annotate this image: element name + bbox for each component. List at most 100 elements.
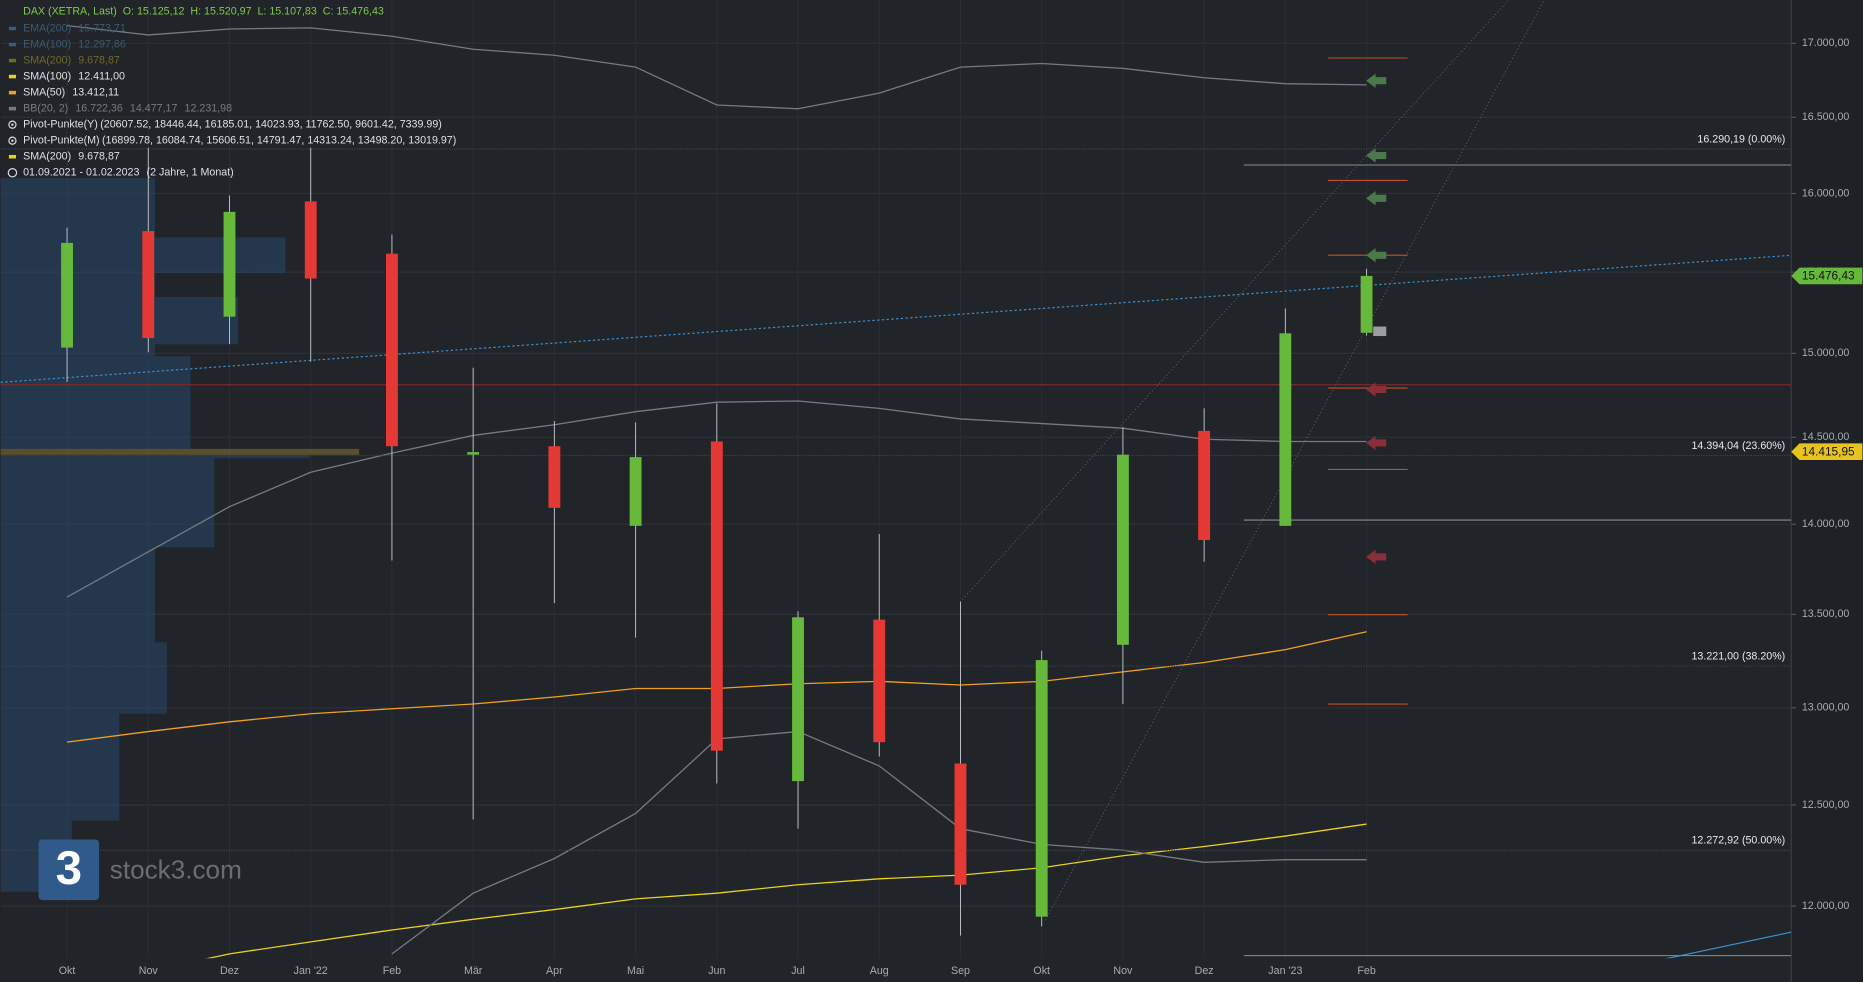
date-range: 01.09.2021 - 01.02.2023: [23, 167, 139, 179]
x-tick-label: Jan '23: [1268, 965, 1302, 977]
legend-text: SMA(50): [23, 86, 65, 98]
candle-body: [1360, 275, 1373, 333]
candle-body: [61, 242, 73, 348]
legend-swatch: [8, 106, 16, 111]
x-tick-label: Dez: [1195, 965, 1214, 977]
legend-icon: [11, 139, 14, 142]
drawings: [0, 0, 1792, 959]
legend-text: (20607.52, 18446.44, 16185.01, 14023.93,…: [100, 119, 442, 131]
watermark-text: stock3.com: [110, 854, 242, 884]
logo: 3: [56, 842, 82, 895]
x-tick-label: Sep: [951, 965, 970, 977]
x-tick-label: Jan '22: [294, 965, 328, 977]
x-tick-label: Okt: [1033, 965, 1050, 977]
axis-background: [1791, 0, 1863, 982]
x-tick-label: Mär: [464, 965, 483, 977]
legend-swatch: [8, 26, 16, 31]
legend-swatch: [8, 154, 16, 159]
y-tick-label: 16.500,00: [1802, 111, 1850, 123]
legend-text: Pivot-Punkte(M): [23, 135, 100, 147]
legend-icon: [7, 168, 18, 178]
legend-text: (16899.78, 16084.74, 15606.51, 14791.47,…: [102, 135, 456, 147]
fib-label: 14.394,04 (23.60%): [1692, 440, 1786, 452]
candle-body: [710, 441, 723, 751]
y-tick-label: 12.500,00: [1802, 799, 1850, 811]
fib-label: 12.272,92 (50.00%): [1692, 835, 1786, 847]
x-tick-label: Nov: [1113, 965, 1133, 977]
legend-swatch: [8, 58, 16, 63]
y-tick-label: 12.000,00: [1802, 900, 1850, 912]
trend-line: [1665, 931, 1792, 959]
y-tick-label: 13.500,00: [1802, 608, 1850, 620]
candle-body: [223, 211, 236, 317]
indicator-line: [66, 400, 1367, 598]
legend-text: BB(20, 2): [23, 102, 68, 114]
ohlc-label: C: 15.476,43: [323, 6, 384, 18]
legend-text: 9.678,87: [78, 151, 120, 163]
legend-text: EMA(200): [23, 22, 71, 34]
x-tick-label: Apr: [546, 965, 563, 977]
legend-text: 16.722,36: [75, 102, 123, 114]
fib-label: 16.290,19 (0.00%): [1697, 133, 1785, 145]
channel-line: [959, 0, 1509, 603]
candle-body: [142, 231, 155, 339]
legend-text: 15.773,71: [78, 22, 126, 34]
legend-text: 12.297,86: [78, 38, 126, 50]
legend-text: SMA(200): [23, 54, 71, 66]
y-tick-label: 17.000,00: [1802, 37, 1850, 49]
legend-text: 13.412,11: [72, 86, 119, 98]
legend-swatch: [8, 42, 16, 47]
candle-body: [548, 446, 561, 508]
legend-text: EMA(100): [23, 38, 71, 50]
y-tick-label: 14.500,00: [1802, 431, 1850, 443]
indicator-line: [205, 823, 1367, 959]
fib-label: 13.221,00 (38.20%): [1692, 650, 1786, 662]
x-tick-label: Jul: [791, 965, 805, 977]
price-tag: [1791, 267, 1863, 285]
legend-text: 12.411,00: [78, 70, 125, 82]
candles: [61, 147, 1373, 936]
candle-body: [629, 457, 642, 526]
logo-box: [38, 839, 100, 901]
legend-text: SMA(100): [23, 70, 71, 82]
candle-body: [1198, 430, 1211, 541]
candle-body: [304, 201, 317, 279]
x-tick-label: Feb: [383, 965, 401, 977]
legend-swatch: [8, 90, 16, 95]
volume-profile: [0, 178, 360, 892]
legend-text: Pivot-Punkte(Y): [23, 119, 98, 131]
legend-icon: [8, 120, 17, 129]
candle-body: [873, 619, 886, 743]
y-tick-label: 15.000,00: [1802, 347, 1850, 359]
x-tick-label: Okt: [59, 965, 76, 977]
x-tick-label: Nov: [139, 965, 159, 977]
legend-text: 12.231,98: [185, 102, 233, 114]
legend-text: 9.678,87: [78, 54, 120, 66]
legend: DAX (XETRA, Last) O: 15.125,12 H: 15.520,…: [7, 6, 456, 179]
y-tick-label: 14.000,00: [1802, 518, 1850, 530]
ohlc-label: H: 15.520,97: [190, 6, 251, 18]
y-tick-label: 13.000,00: [1802, 702, 1850, 714]
candle-body: [467, 452, 480, 455]
x-tick-label: Jun: [708, 965, 725, 977]
price-tag: [1791, 443, 1863, 461]
x-tick-label: Mai: [627, 965, 644, 977]
x-tick-label: Dez: [220, 965, 239, 977]
candle-body: [792, 617, 804, 782]
x-tick-label: Feb: [1357, 965, 1375, 977]
legend-swatch: [8, 74, 16, 79]
instrument: DAX (XETRA, Last): [23, 6, 117, 18]
candle-body: [1116, 454, 1129, 645]
price-tag-label: 14.415,95: [1802, 444, 1855, 458]
indicator-line: [391, 730, 1367, 955]
x-tick-label: Aug: [870, 965, 889, 977]
ohlc-label: O: 15.125,12: [123, 6, 185, 18]
candle-body: [1035, 660, 1048, 917]
candle-body: [1279, 333, 1292, 526]
watermark: 3 stock3.com: [38, 839, 242, 901]
candle-body: [954, 763, 967, 885]
date-span: (2 Jahre, 1 Monat): [147, 167, 234, 179]
